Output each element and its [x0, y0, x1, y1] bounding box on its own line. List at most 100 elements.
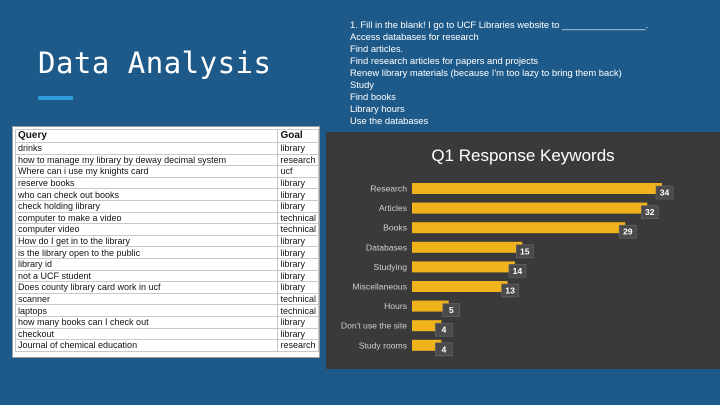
query-cell: check holding library	[14, 199, 279, 213]
table-row: is the library open to the public library	[14, 246, 319, 259]
query-cell: laptops	[14, 304, 279, 317]
table-row: not a UCF student library	[14, 269, 319, 283]
question-line: 1. Fill in the blank! I go to UCF Librar…	[350, 19, 649, 30]
data-label-box	[442, 303, 461, 317]
data-label: 13	[505, 286, 515, 296]
goal-cell: library	[277, 315, 319, 329]
bar	[412, 222, 626, 234]
goal-cell: library	[277, 199, 319, 213]
table-row: Where can i use my knights card ucf	[14, 165, 319, 178]
bar	[412, 320, 442, 332]
query-cell: how to manage my library by deway decima…	[14, 153, 279, 167]
data-label: 32	[645, 207, 655, 217]
data-label-box	[508, 264, 527, 278]
bar	[412, 281, 508, 292]
query-cell: who can check out books	[14, 188, 279, 201]
data-label-box	[618, 224, 637, 239]
response-line: Find books	[350, 91, 396, 102]
category-label: Hours	[384, 301, 407, 311]
response-line: Use the databases	[350, 115, 429, 126]
category-label: Books	[383, 223, 407, 233]
goal-cell: research	[277, 339, 319, 352]
data-label-box	[501, 283, 519, 298]
table-row: reserve books library	[14, 176, 319, 190]
goal-cell: library	[277, 281, 319, 294]
category-label: Study rooms	[359, 340, 407, 350]
query-cell: library id	[14, 257, 279, 271]
response-line: Renew library materials (because I'm too…	[350, 67, 622, 78]
table-row: how to manage my library by deway decima…	[14, 153, 319, 167]
data-label-box	[435, 322, 453, 337]
chart-title: Q1 Response Keywords	[431, 146, 615, 165]
query-cell: not a UCF student	[14, 269, 279, 283]
response-line: Access databases for research	[350, 31, 479, 42]
table-row: check holding library library	[14, 199, 319, 213]
category-label: Databases	[366, 242, 407, 252]
data-label: 4	[442, 325, 447, 335]
data-label: 4	[442, 344, 447, 354]
table-row: checkout library	[14, 327, 319, 341]
query-cell: is the library open to the public	[14, 246, 279, 259]
table-row: Journal of chemical education research	[14, 339, 319, 352]
bar	[412, 261, 515, 273]
data-label: 5	[449, 305, 454, 315]
category-label: Articles	[379, 203, 407, 213]
data-label-box	[640, 205, 659, 219]
data-label-box	[515, 244, 534, 259]
query-cell: Journal of chemical education	[14, 339, 279, 352]
data-label-box	[655, 185, 674, 200]
goal-cell: library	[277, 327, 319, 341]
goal-cell: library	[277, 176, 319, 190]
bar	[412, 202, 648, 214]
table-row: computer video technical	[14, 223, 319, 236]
query-cell: how many books can I check out	[14, 315, 279, 329]
column-header-goal: Goal	[277, 129, 319, 143]
goal-cell: library	[277, 257, 319, 271]
query-cell: drinks	[14, 142, 279, 155]
goal-cell: library	[277, 246, 319, 259]
goal-cell: library	[277, 142, 319, 155]
query-cell: computer to make a video	[14, 211, 279, 225]
bar	[412, 241, 523, 253]
bar	[412, 300, 449, 312]
keyword-chart-panel: Q1 Response Keywords Research 34 Articles 3…	[326, 132, 720, 369]
query-cell: How do I get in to the library	[14, 234, 279, 248]
table-row: laptops technical	[14, 304, 319, 317]
query-cell: computer video	[14, 223, 279, 236]
bar	[412, 339, 442, 351]
response-line: Find research articles for papers and pr…	[350, 55, 539, 66]
goal-cell: technical	[277, 304, 319, 317]
goal-cell: library	[277, 234, 319, 248]
query-goal-spreadsheet: Query Goal drinks library how to manage my…	[12, 126, 320, 358]
table-row: library id library	[14, 257, 319, 271]
bar	[412, 183, 662, 194]
query-cell: scanner	[14, 292, 279, 306]
response-line: Find articles.	[350, 43, 404, 54]
goal-cell: research	[277, 153, 319, 167]
table-row: computer to make a video technical	[14, 211, 319, 225]
goal-cell: technical	[277, 292, 319, 306]
table-row: how many books can I check out library	[14, 315, 319, 329]
goal-cell: ucf	[277, 165, 319, 178]
slide-title: Data Analysis	[38, 46, 272, 80]
goal-cell: library	[277, 188, 319, 201]
data-label-box	[435, 342, 453, 357]
query-table: Query Goal drinks library how to manage my…	[14, 129, 319, 352]
response-line: Study	[350, 79, 374, 90]
category-label: Miscellaneous	[353, 282, 407, 292]
category-label: Research	[370, 184, 407, 194]
table-row: who can check out books library	[14, 188, 319, 201]
table-row: How do I get in to the library library	[14, 234, 319, 248]
data-label: 34	[660, 188, 670, 198]
query-cell: Where can i use my knights card	[14, 165, 279, 178]
question-responses: 1. Fill in the blank! I go to UCF Librar…	[350, 19, 710, 127]
table-row: drinks library	[14, 142, 319, 155]
title-underline	[38, 96, 73, 100]
query-cell: reserve books	[14, 176, 279, 190]
response-line: Library hours	[350, 103, 405, 114]
keyword-bar-chart: Research 34 Articles 32 Books 29 Databases 15 St…	[341, 183, 674, 357]
category-label: Studying	[374, 262, 408, 272]
query-cell: Does county library card work in ucf	[14, 281, 279, 294]
category-label: Don't use the site	[341, 321, 407, 331]
goal-cell: library	[277, 269, 319, 283]
